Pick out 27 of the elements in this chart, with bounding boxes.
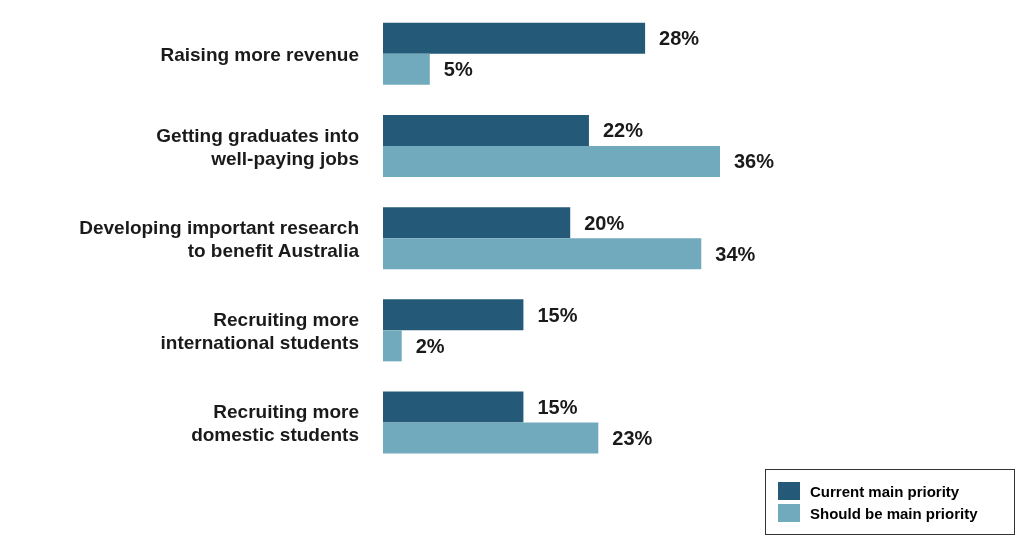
bar: [383, 22, 646, 54]
bar: [383, 145, 720, 177]
data-label: 20%: [584, 211, 625, 234]
y-tick-label: Recruiting more international students: [160, 308, 359, 353]
data-label: 5%: [443, 58, 473, 81]
data-label: 15%: [537, 303, 578, 326]
bar: [383, 422, 599, 454]
data-label: 15%: [537, 396, 578, 419]
data-label: 28%: [659, 27, 700, 50]
data-label: 22%: [602, 119, 644, 142]
bar: [383, 114, 589, 146]
data-label: 34%: [715, 242, 756, 265]
legend-label: Current main priority: [810, 482, 960, 500]
bar: [383, 207, 571, 239]
bar: [383, 53, 430, 85]
y-tick-label: Recruiting more domestic students: [191, 400, 359, 445]
bar: [383, 299, 524, 331]
bar: [383, 391, 524, 423]
y-tick-label: Developing important research to benefit Australia: [79, 216, 360, 261]
data-label: 23%: [612, 427, 653, 450]
data-label: 36%: [734, 150, 775, 173]
bar: [383, 238, 702, 270]
bar: [383, 330, 402, 362]
y-tick-label: Getting graduates into well-paying jobs: [156, 124, 359, 169]
legend-label: Should be main priority: [810, 504, 978, 522]
y-tick-label: Raising more revenue: [160, 43, 359, 65]
data-label: 2%: [415, 334, 445, 357]
